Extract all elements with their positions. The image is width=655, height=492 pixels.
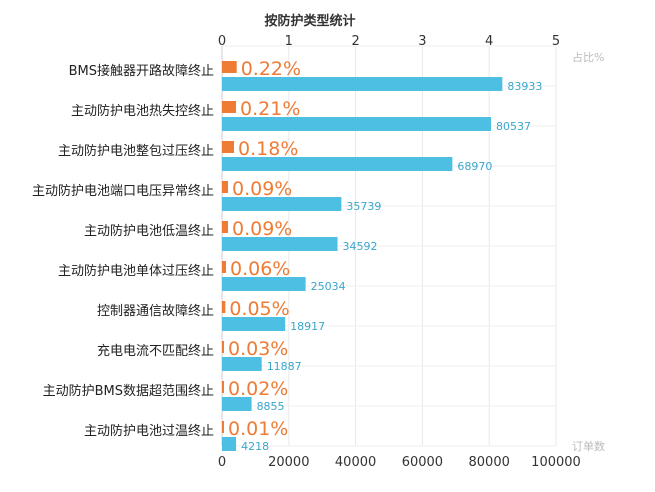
top-axis-tick-label: 1 xyxy=(285,34,293,49)
count-bar xyxy=(222,197,342,211)
top-axis-title: 占比% xyxy=(572,50,604,64)
category-label: BMS接触器开路故障终止 xyxy=(69,63,214,79)
percent-bar xyxy=(222,61,237,73)
percent-data-label: 0.02% xyxy=(228,378,288,400)
bottom-axis-tick-label: 40000 xyxy=(335,455,376,470)
bottom-axis-tick-label: 0 xyxy=(218,455,226,470)
count-data-label: 34592 xyxy=(343,240,378,253)
category-label: 主动防护电池热失控终止 xyxy=(71,103,214,119)
category-label: 主动防护电池过温终止 xyxy=(84,423,214,439)
percent-data-label: 0.09% xyxy=(232,178,292,200)
top-axis-tick-label: 0 xyxy=(218,34,226,49)
category-label: 控制器通信故障终止 xyxy=(97,303,214,319)
category-label: 主动防护电池低温终止 xyxy=(84,223,214,239)
percent-data-label: 0.21% xyxy=(240,98,300,120)
count-data-label: 80537 xyxy=(496,120,531,133)
percent-data-label: 0.22% xyxy=(241,58,301,80)
bottom-axis-tick-label: 100000 xyxy=(531,455,581,470)
count-data-label: 83933 xyxy=(507,80,542,93)
percent-bar xyxy=(222,381,224,393)
count-bar xyxy=(222,397,252,411)
percent-data-label: 0.05% xyxy=(229,298,289,320)
percent-data-label: 0.03% xyxy=(228,338,288,360)
count-data-label: 11887 xyxy=(267,360,302,373)
chart-title: 按防护类型统计 xyxy=(264,13,355,29)
percent-bar xyxy=(222,341,225,353)
count-data-label: 68970 xyxy=(457,160,492,173)
top-axis-tick-label: 3 xyxy=(418,34,426,49)
count-bar xyxy=(222,117,491,131)
top-axis-tick-label: 2 xyxy=(351,34,359,49)
percent-bar xyxy=(222,421,224,433)
percent-bar xyxy=(222,101,237,113)
category-label: 充电电流不匹配终止 xyxy=(97,343,214,359)
count-bar xyxy=(222,277,306,291)
count-bar xyxy=(222,237,338,251)
count-bar xyxy=(222,77,503,91)
percent-bar xyxy=(222,221,229,233)
percent-data-label: 0.09% xyxy=(232,218,292,240)
bottom-axis-tick-label: 80000 xyxy=(469,455,510,470)
top-axis-tick-label: 5 xyxy=(552,34,560,49)
category-label: 主动防护电池整包过压终止 xyxy=(58,143,214,159)
percent-bar xyxy=(222,141,235,153)
count-data-label: 4218 xyxy=(241,440,269,453)
count-data-label: 25034 xyxy=(311,280,346,293)
category-label: 主动防护电池端口电压异常终止 xyxy=(32,183,214,199)
percent-bar xyxy=(222,261,227,273)
percent-bar xyxy=(222,301,226,313)
count-data-label: 35739 xyxy=(346,200,381,213)
count-bar xyxy=(222,437,237,451)
bottom-axis-tick-label: 20000 xyxy=(268,455,309,470)
bottom-axis-tick-label: 60000 xyxy=(402,455,443,470)
category-label: 主动防护电池单体过压终止 xyxy=(58,263,214,279)
count-data-label: 18917 xyxy=(290,320,325,333)
percent-data-label: 0.06% xyxy=(230,258,290,280)
count-bar xyxy=(222,317,286,331)
percent-data-label: 0.01% xyxy=(228,418,288,440)
count-data-label: 8855 xyxy=(257,400,285,413)
category-label: 主动防护BMS数据超范围终止 xyxy=(43,383,214,399)
percent-data-label: 0.18% xyxy=(238,138,298,160)
count-bar xyxy=(222,157,453,171)
percent-bar xyxy=(222,181,229,193)
top-axis-tick-label: 4 xyxy=(485,34,493,49)
bottom-axis-title: 订单数 xyxy=(572,440,605,453)
count-bar xyxy=(222,357,262,371)
